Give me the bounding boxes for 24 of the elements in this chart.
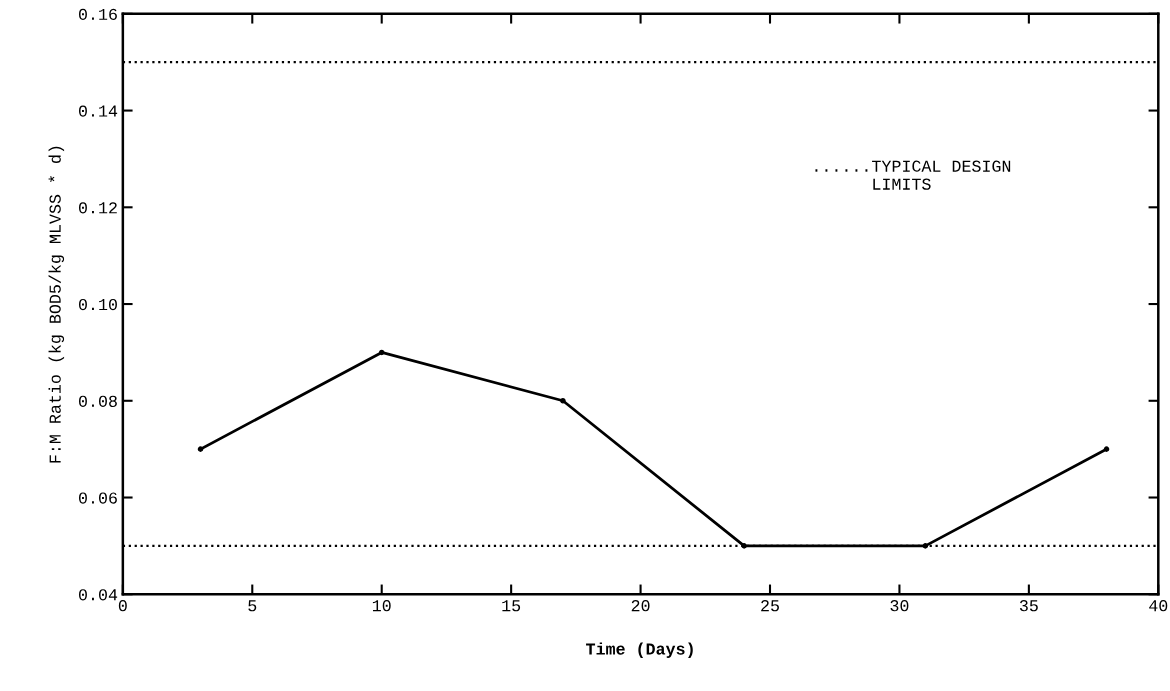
y-tick-label: 0.12 <box>78 202 117 214</box>
point <box>1103 446 1110 452</box>
y-tick-label: 0.14 <box>78 105 118 117</box>
point <box>197 446 204 452</box>
y-axis-title: F:M Ratio (kg BOD5/kg MLVSS * d) <box>48 146 65 463</box>
x-tick-label: 15 <box>502 600 521 612</box>
y-tick-label: 0.04 <box>78 589 118 601</box>
y-tick-label: 0.06 <box>78 492 117 504</box>
x-tick-label: 0 <box>118 600 127 612</box>
x-axis-title: Time (Days) <box>586 642 693 658</box>
point <box>378 349 385 356</box>
x-tick-label: 5 <box>248 600 257 612</box>
x-tick-label: 40 <box>1149 600 1168 612</box>
annotation: ......TYPICAL DESIGN LIMITS <box>815 160 1011 190</box>
x-tick-label: 35 <box>1019 600 1038 612</box>
point <box>560 398 566 404</box>
y-tick-label: 0.10 <box>78 298 117 311</box>
x-tick-label: 10 <box>372 600 391 612</box>
x-tick-label: 25 <box>761 600 779 612</box>
x-tick-label: 30 <box>890 600 909 612</box>
y-tick-label: 0.16 <box>78 8 117 21</box>
y-tick-label: 0.08 <box>78 395 117 407</box>
point <box>922 543 929 549</box>
x-tick-label: 20 <box>631 600 650 612</box>
